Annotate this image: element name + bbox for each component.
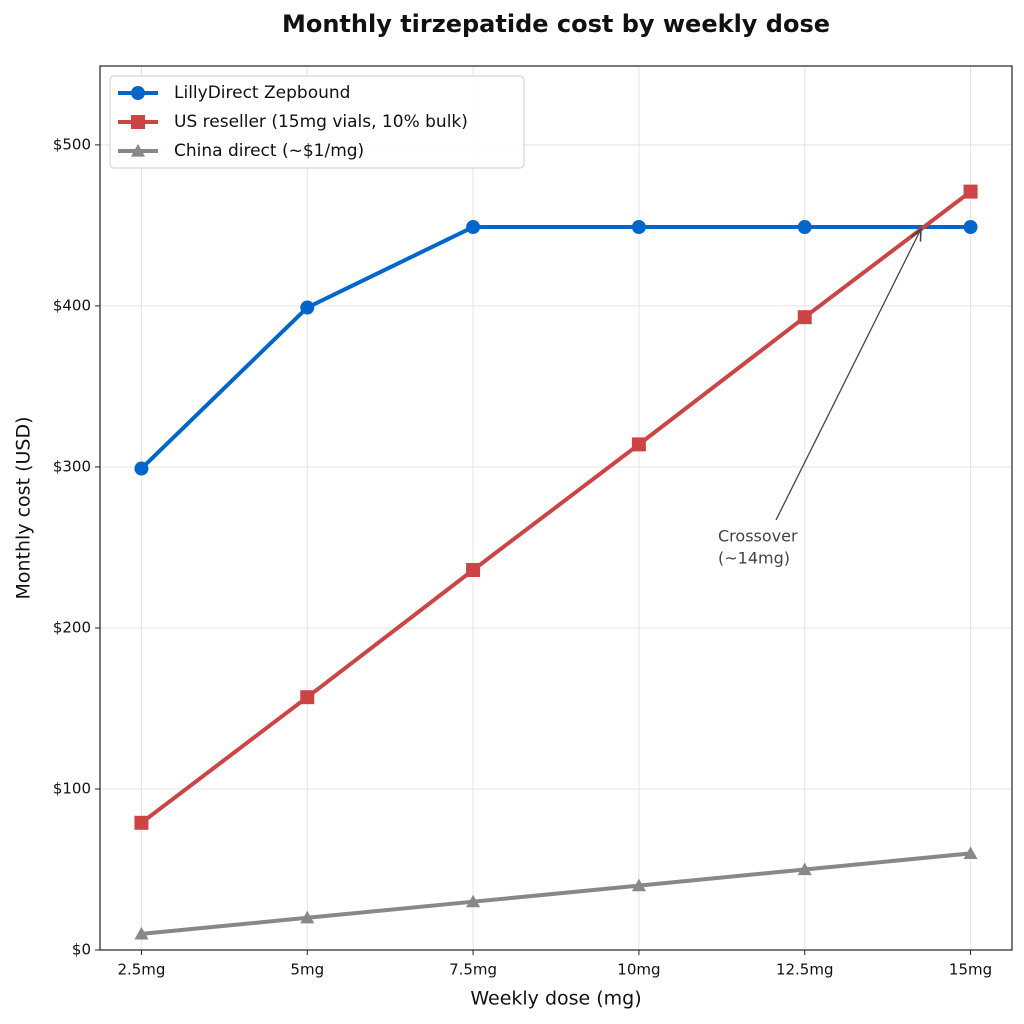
x-tick-label: 12.5mg: [776, 961, 834, 979]
y-tick-label: $100: [53, 779, 91, 797]
x-tick-label: 15mg: [949, 961, 992, 979]
marker: [134, 461, 149, 476]
marker: [963, 220, 978, 235]
marker: [466, 894, 481, 908]
marker: [797, 862, 812, 876]
legend-box: [109, 75, 525, 169]
marker: [131, 144, 145, 157]
y-tick-label: $300: [53, 457, 91, 475]
x-axis-label: Weekly dose (mg): [470, 988, 641, 1010]
x-tick-label: 10mg: [617, 961, 660, 979]
series-line: [141, 851, 971, 936]
marker: [466, 562, 481, 577]
marker: [631, 878, 646, 892]
legend-label: US reseller (15mg vials, 10% bulk): [174, 112, 468, 132]
chart-title: Monthly tirzepatide cost by weekly dose: [282, 10, 830, 38]
x-tick-label: 2.5mg: [117, 961, 165, 979]
marker: [134, 815, 149, 830]
marker: [797, 220, 812, 235]
marker: [963, 846, 978, 859]
marker: [300, 910, 315, 924]
plot-frame: [99, 65, 1013, 951]
marker: [300, 690, 315, 705]
marker: [963, 184, 978, 199]
y-tick-label: $500: [53, 135, 91, 153]
series-line: [140, 190, 972, 825]
marker: [131, 86, 145, 100]
marker: [466, 220, 481, 235]
y-tick-label: $400: [53, 296, 91, 314]
y-axis-label: Monthly cost (USD): [13, 417, 35, 600]
legend-label: China direct (~$1/mg): [174, 141, 364, 161]
legend-label: LillyDirect Zepbound: [174, 83, 350, 103]
y-tick-label: $0: [72, 941, 91, 959]
annotation-text: (~14mg): [718, 549, 790, 568]
marker: [631, 437, 646, 452]
annotation-text: Crossover: [718, 527, 798, 546]
series-line: [140, 225, 971, 470]
marker: [134, 926, 149, 940]
marker: [300, 300, 315, 315]
marker: [131, 115, 145, 129]
x-tick-label: 5mg: [290, 961, 324, 979]
marker: [797, 310, 812, 325]
marker: [631, 220, 646, 235]
y-tick-label: $200: [53, 618, 91, 636]
x-tick-label: 7.5mg: [449, 961, 497, 979]
annotation-arrow: [775, 229, 921, 521]
